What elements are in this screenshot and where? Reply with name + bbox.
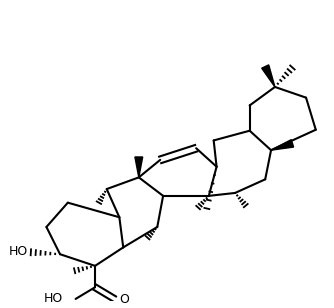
Polygon shape	[262, 65, 275, 87]
Polygon shape	[271, 140, 294, 150]
Text: HO: HO	[9, 245, 28, 258]
Text: HO: HO	[44, 292, 63, 306]
Text: O: O	[119, 294, 129, 306]
Polygon shape	[135, 157, 143, 177]
